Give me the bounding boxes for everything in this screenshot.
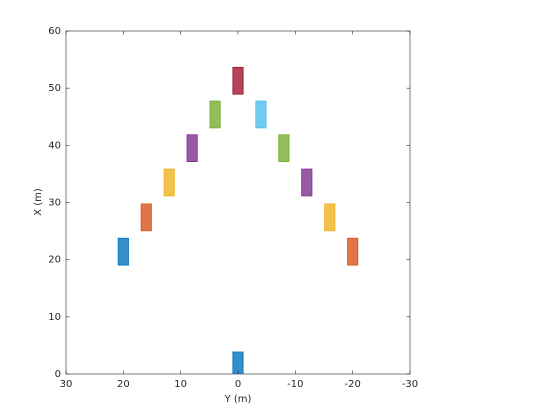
vehicle [255,100,267,129]
x-tick-label: -30 [402,379,418,390]
vehicle [232,66,244,95]
vehicle [117,237,129,266]
y-tick-label: 30 [48,198,61,209]
x-tick-label: 0 [235,379,241,390]
x-tick-label: 20 [117,379,130,390]
y-axis-label: X (m) [33,188,44,216]
vehicle [209,100,221,129]
vehicle [301,168,313,197]
marks-group [117,66,359,374]
x-tick-label: -20 [344,379,360,390]
x-tick-label: 30 [60,379,73,390]
y-tick-label: 60 [48,26,61,37]
vehicle [232,351,244,374]
vehicle [163,168,175,197]
vehicle [347,237,359,266]
vehicle [186,134,198,163]
vehicle [140,203,152,232]
y-tick-label: 40 [48,140,61,151]
x-axis-label: Y (m) [224,394,252,405]
x-tick-label: 10 [174,379,187,390]
vehicle [324,203,336,232]
y-tick-label: 50 [48,83,61,94]
y-tick-label: 10 [48,312,61,323]
vehicle [278,134,290,163]
x-tick-label: -10 [287,379,303,390]
y-tick-label: 0 [55,369,61,380]
y-tick-label: 20 [48,255,61,266]
